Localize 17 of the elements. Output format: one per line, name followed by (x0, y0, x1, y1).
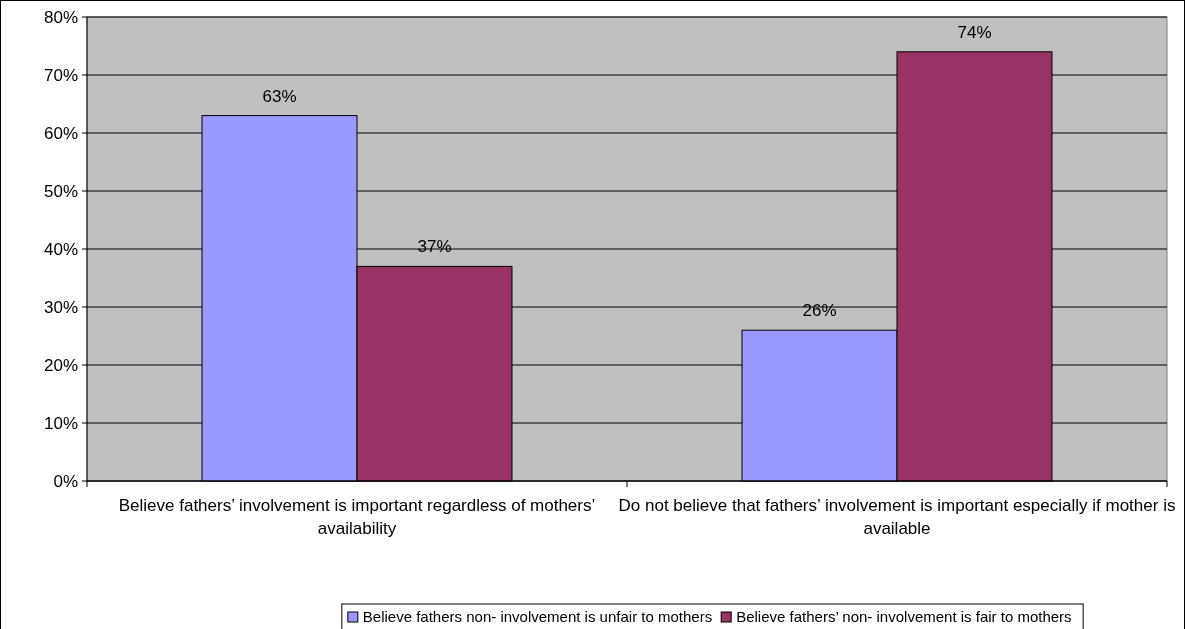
y-tick-label: 30% (43, 297, 78, 317)
y-tick-label: 20% (43, 355, 78, 375)
data-label: 63% (262, 86, 297, 106)
y-tick-label: 40% (43, 239, 78, 259)
y-tick-label: 80% (43, 7, 78, 27)
y-tick-label: 70% (43, 65, 78, 85)
y-tick-label: 50% (43, 181, 78, 201)
data-label: 74% (957, 22, 992, 42)
data-label: 26% (802, 301, 837, 321)
legend-label: Believe fathers non- involvement is unfair to mothers (362, 608, 713, 626)
x-tick-label: Believe fathers’ involvement is important regardless of mothers’ availability (118, 496, 596, 538)
legend-label: Believe fathers’ non- involvement is fair to mothers (736, 608, 1072, 626)
x-tick-label: Do not believe that fathers’ involvement is important especially if mother is available (618, 496, 1176, 538)
y-tick-label: 60% (43, 123, 78, 143)
y-tick-label: 0% (53, 471, 78, 491)
data-label: 37% (417, 237, 452, 257)
y-tick-label: 10% (43, 413, 78, 433)
